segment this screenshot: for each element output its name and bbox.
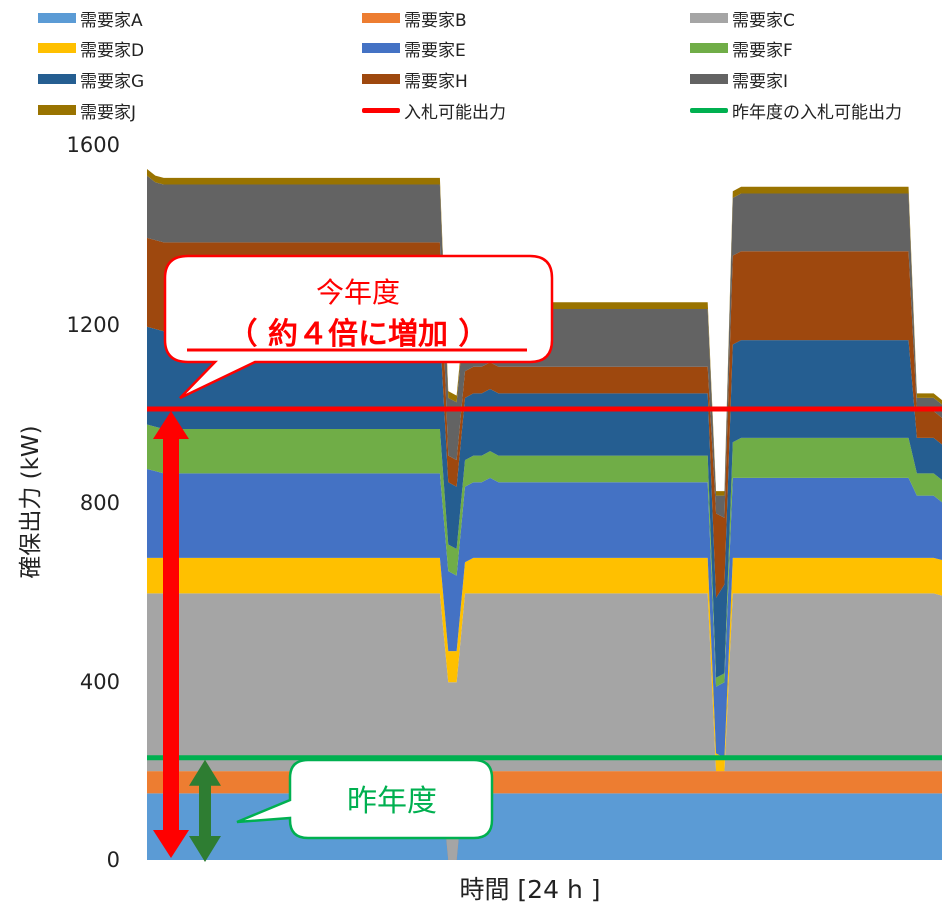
y-tick-label: 0 <box>106 848 120 872</box>
legend-swatch <box>38 43 76 53</box>
legend-item: 昨年度の入札可能出力 <box>690 99 902 123</box>
last-year-callout <box>236 758 494 840</box>
legend-swatch <box>690 43 728 53</box>
legend-swatch <box>690 74 728 84</box>
legend-swatch <box>38 105 76 115</box>
legend-swatch <box>362 13 400 23</box>
legend-label: 需要家J <box>80 102 137 123</box>
legend-swatch <box>690 107 728 113</box>
legend-label: 需要家C <box>732 10 795 31</box>
legend-label: 需要家B <box>404 10 467 31</box>
area-series-7 <box>147 326 942 678</box>
legend-item: 需要家E <box>362 37 466 61</box>
legend-item: 需要家A <box>38 7 143 31</box>
chart-legend: 需要家A 需要家B 需要家C 需要家D 需要家E 需要家F 需要家G 需要家H 需要家I 需要家J… <box>0 0 942 130</box>
reference-lines <box>147 406 942 761</box>
area-series-6 <box>147 424 942 687</box>
legend-item: 需要家J <box>38 99 137 123</box>
last-year-callout-label: 昨年度 <box>347 784 437 819</box>
this-year-callout <box>163 254 554 400</box>
y-axis-label: 確保出力 (kW) <box>18 425 44 579</box>
legend-item: 需要家B <box>362 7 467 31</box>
y-tick-label: 1600 <box>66 133 120 157</box>
area-series-1 <box>147 793 942 860</box>
red-double-arrow <box>153 410 189 858</box>
y-tick-label: 800 <box>79 491 120 515</box>
callouts: 今年度 （ 約４倍に増加 ） 昨年度 <box>163 254 554 840</box>
legend-swatch <box>38 13 76 23</box>
legend-item: 需要家G <box>38 68 145 92</box>
legend-item: 需要家F <box>690 37 793 61</box>
legend-swatch <box>38 74 76 84</box>
y-tick-label: 400 <box>79 670 120 694</box>
green-double-arrow <box>189 759 221 862</box>
y-tick-label: 1200 <box>66 313 120 337</box>
legend-label: 需要家I <box>732 71 789 92</box>
legend-label: 入札可能出力 <box>404 102 506 123</box>
area-series-4 <box>147 557 942 772</box>
legend-item: 需要家I <box>690 68 789 92</box>
this-year-callout-subtitle: （ 約４倍に増加 ） <box>228 317 489 352</box>
legend-item: 需要家H <box>362 68 468 92</box>
this-year-callout-title: 今年度 <box>316 276 400 309</box>
legend-label: 需要家F <box>732 40 793 61</box>
legend-item: 入札可能出力 <box>362 99 506 123</box>
legend-label: 需要家A <box>80 10 143 31</box>
legend-label: 需要家G <box>80 71 145 92</box>
area-series-5 <box>147 468 942 758</box>
x-axis-label: 時間 [24 h ] <box>459 875 601 904</box>
legend-swatch <box>362 43 400 53</box>
legend-label: 需要家H <box>404 71 468 92</box>
legend-label: 需要家E <box>404 40 466 61</box>
legend-swatch <box>690 13 728 23</box>
legend-swatch <box>362 107 400 113</box>
legend-label: 需要家D <box>80 40 145 61</box>
legend-label: 昨年度の入札可能出力 <box>732 102 902 123</box>
arrows <box>153 410 221 862</box>
legend-swatch <box>362 74 400 84</box>
area-series-3 <box>147 593 942 860</box>
legend-item: 需要家D <box>38 37 145 61</box>
legend-item: 需要家C <box>690 7 795 31</box>
